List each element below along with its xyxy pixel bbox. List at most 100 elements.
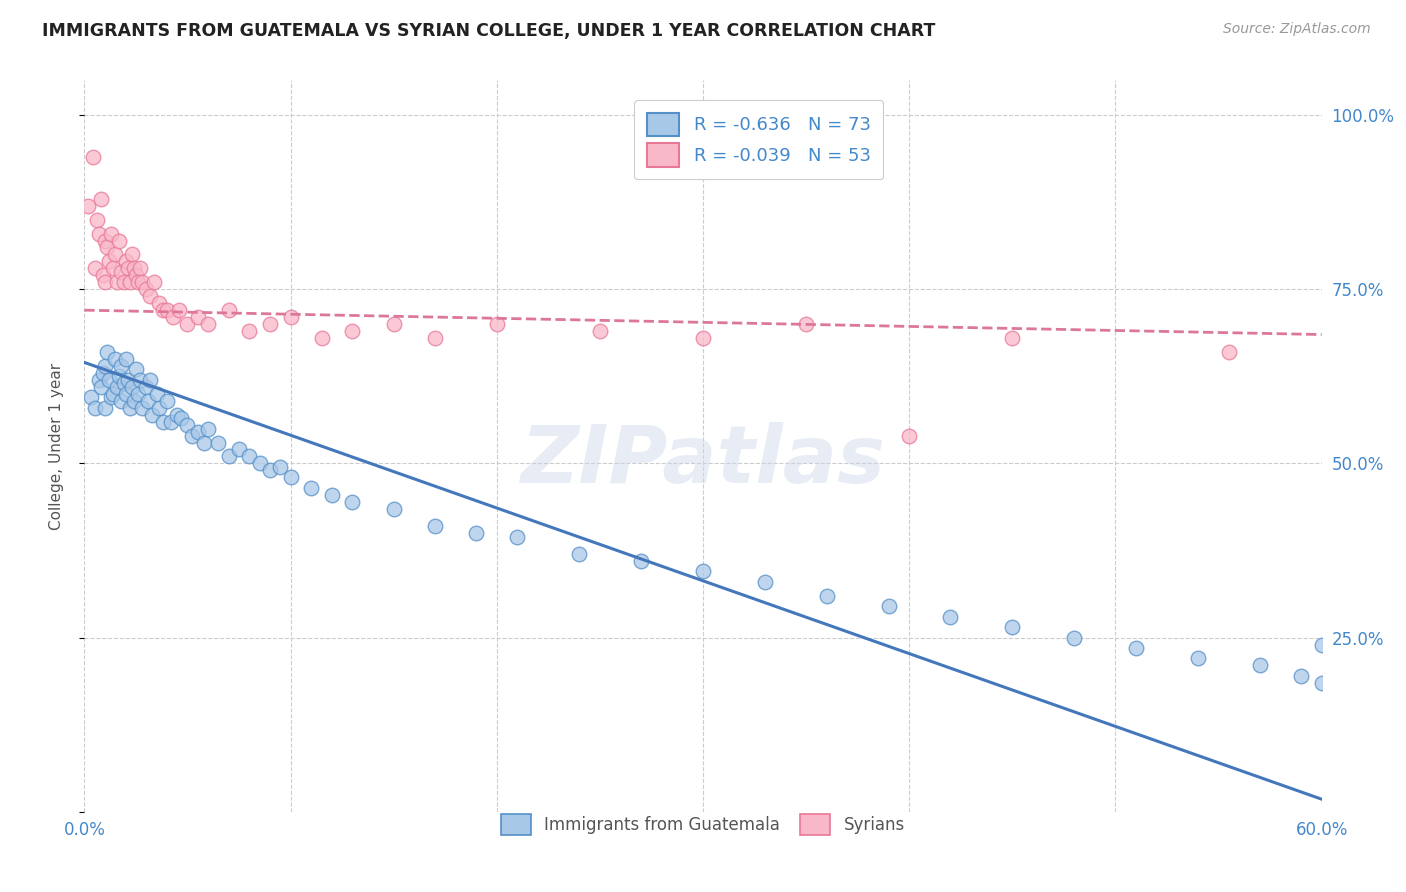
- Point: [110, 359, 132, 373]
- Point: [129, 373, 152, 387]
- Point: [197, 317, 219, 331]
- Point: [228, 442, 250, 457]
- Point: [135, 380, 157, 394]
- Point: [485, 317, 508, 331]
- Point: [112, 376, 135, 391]
- Point: [299, 481, 322, 495]
- Point: [187, 310, 209, 325]
- Y-axis label: College, Under 1 year: College, Under 1 year: [49, 362, 63, 530]
- Point: [77, 199, 100, 213]
- Point: [1187, 651, 1209, 665]
- Point: [118, 401, 141, 415]
- Point: [1289, 669, 1312, 683]
- Point: [94, 359, 117, 373]
- Point: [877, 599, 900, 614]
- Point: [110, 393, 132, 408]
- Point: [91, 366, 114, 380]
- Point: [162, 310, 184, 325]
- Point: [311, 331, 333, 345]
- Point: [465, 526, 488, 541]
- Point: [96, 345, 118, 359]
- Point: [112, 275, 135, 289]
- Text: ZIPatlas: ZIPatlas: [520, 422, 886, 500]
- Point: [105, 380, 128, 394]
- Point: [94, 234, 117, 248]
- Point: [166, 408, 188, 422]
- Point: [152, 415, 174, 429]
- Point: [342, 494, 364, 508]
- Point: [136, 393, 159, 408]
- Point: [94, 401, 117, 415]
- Point: [423, 331, 446, 345]
- Point: [1001, 620, 1024, 634]
- Point: [238, 450, 260, 464]
- Point: [187, 425, 209, 439]
- Point: [108, 234, 131, 248]
- Point: [100, 390, 122, 404]
- Point: [218, 450, 240, 464]
- Point: [145, 386, 167, 401]
- Point: [118, 275, 141, 289]
- Point: [110, 265, 132, 279]
- Point: [127, 275, 149, 289]
- Point: [114, 386, 136, 401]
- Point: [139, 373, 162, 387]
- Point: [568, 547, 591, 561]
- Point: [98, 254, 121, 268]
- Point: [382, 501, 405, 516]
- Point: [131, 401, 153, 415]
- Point: [131, 275, 153, 289]
- Point: [91, 268, 114, 283]
- Point: [90, 192, 112, 206]
- Point: [152, 303, 174, 318]
- Point: [148, 401, 170, 415]
- Point: [423, 519, 446, 533]
- Point: [692, 565, 714, 579]
- Point: [1310, 638, 1333, 652]
- Point: [249, 457, 271, 471]
- Point: [127, 386, 149, 401]
- Point: [129, 261, 152, 276]
- Point: [160, 415, 183, 429]
- Point: [83, 401, 105, 415]
- Point: [114, 254, 136, 268]
- Point: [898, 428, 921, 442]
- Point: [1063, 631, 1085, 645]
- Point: [100, 227, 122, 241]
- Point: [589, 324, 612, 338]
- Point: [342, 324, 364, 338]
- Point: [86, 212, 108, 227]
- Legend: Immigrants from Guatemala, Syrians: Immigrants from Guatemala, Syrians: [492, 805, 914, 844]
- Point: [156, 393, 179, 408]
- Point: [1125, 640, 1147, 655]
- Point: [382, 317, 405, 331]
- Point: [1310, 676, 1333, 690]
- Point: [180, 428, 202, 442]
- Point: [141, 408, 163, 422]
- Point: [218, 303, 240, 318]
- Point: [82, 150, 104, 164]
- Point: [122, 393, 145, 408]
- Point: [90, 380, 112, 394]
- Point: [197, 421, 219, 435]
- Point: [79, 390, 101, 404]
- Point: [125, 268, 148, 283]
- Point: [259, 463, 281, 477]
- Point: [167, 303, 190, 318]
- Point: [143, 275, 166, 289]
- Point: [98, 373, 121, 387]
- Point: [1249, 658, 1271, 673]
- Point: [87, 227, 110, 241]
- Point: [1001, 331, 1024, 345]
- Point: [692, 331, 714, 345]
- Point: [104, 351, 127, 366]
- Point: [176, 418, 198, 433]
- Point: [122, 261, 145, 276]
- Point: [156, 303, 179, 318]
- Point: [754, 574, 776, 589]
- Point: [170, 411, 193, 425]
- Text: IMMIGRANTS FROM GUATEMALA VS SYRIAN COLLEGE, UNDER 1 YEAR CORRELATION CHART: IMMIGRANTS FROM GUATEMALA VS SYRIAN COLL…: [42, 22, 935, 40]
- Point: [193, 435, 215, 450]
- Point: [135, 282, 157, 296]
- Point: [939, 609, 962, 624]
